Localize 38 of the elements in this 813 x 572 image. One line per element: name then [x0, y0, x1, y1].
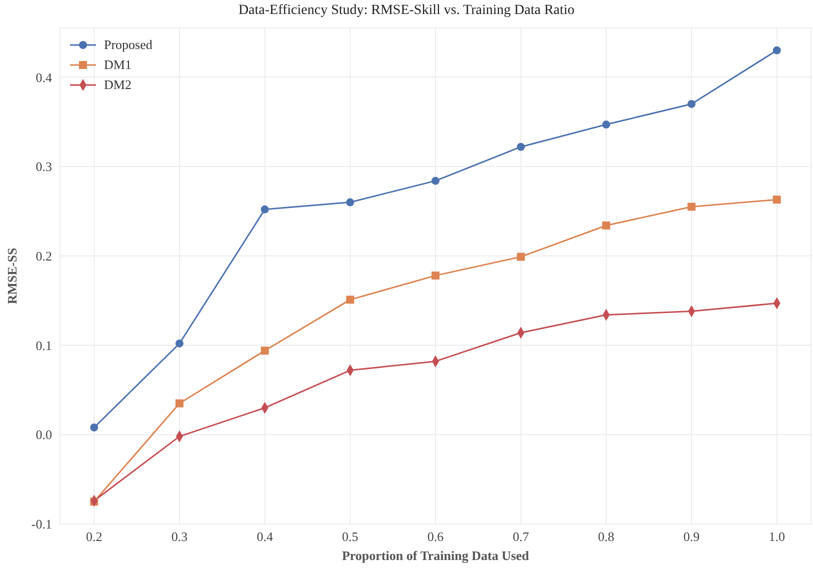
point — [346, 296, 354, 304]
y-tick-label: 0.0 — [36, 427, 52, 442]
y-axis-title: RMSE-SS — [4, 248, 20, 304]
point — [175, 339, 184, 348]
chart-title: Data-Efficiency Study: RMSE-Skill vs. Training Data Ratio — [237, 3, 576, 19]
x-tick-label: 0.9 — [683, 529, 700, 544]
point — [602, 222, 610, 230]
point — [432, 176, 440, 185]
point — [260, 346, 269, 355]
y-tick-label: -0.1 — [31, 516, 52, 532]
x-tick-label: 0.8 — [598, 529, 614, 544]
x-tick-label: 0.3 — [171, 529, 188, 544]
y-tick-label: 0.4 — [36, 70, 52, 85]
x-axis-title: Proportion of Training Data Used — [342, 548, 530, 563]
point — [602, 120, 610, 129]
y-tick-label: 0.1 — [36, 338, 52, 353]
y-tick-label: 0.2 — [36, 248, 52, 264]
point — [432, 272, 440, 280]
point — [516, 252, 525, 261]
point — [90, 423, 98, 432]
x-tick-label: 1.0 — [768, 529, 785, 544]
point — [688, 202, 696, 211]
x-tick-label: 0.2 — [86, 529, 102, 544]
y-tick-label: 0.3 — [36, 159, 52, 174]
x-tick-label: 0.7 — [512, 529, 530, 544]
point — [516, 142, 525, 151]
point — [772, 46, 781, 54]
point — [772, 196, 781, 204]
point — [260, 205, 269, 214]
legend-label: Proposed — [104, 36, 152, 54]
point — [346, 198, 354, 206]
point — [175, 399, 184, 408]
legend-label: DM1 — [104, 56, 132, 74]
x-tick-label: 0.4 — [256, 529, 274, 544]
x-tick-label: 0.5 — [342, 529, 358, 544]
legend-label: DM2 — [104, 76, 132, 94]
x-tick-label: 0.6 — [427, 529, 444, 544]
point — [688, 100, 696, 108]
